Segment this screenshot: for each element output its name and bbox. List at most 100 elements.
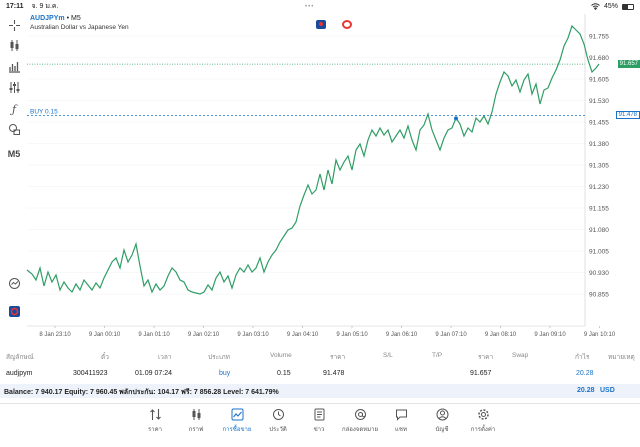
position-row[interactable]: audjpym 300411923 01.09 07:24 buy 0.15 9… (0, 370, 640, 382)
mailbox-icon (354, 409, 366, 420)
nav-label: แชท (395, 427, 407, 433)
news-icon (314, 408, 324, 421)
price-tick-label: 91.605 (589, 77, 609, 84)
nav-mailbox[interactable]: กล่องจดหมาย (340, 408, 380, 434)
crosshair-icon[interactable] (6, 17, 22, 33)
chart-timeframe: M5 (70, 15, 81, 22)
price-tick-label: 91.305 (589, 163, 609, 170)
col-type: ประเภท (208, 354, 230, 361)
battery-icon (622, 3, 634, 10)
col-swap: Swap (512, 352, 529, 359)
time-tick-label: 9 Jan 02:10 (188, 332, 220, 338)
chart-separator: • (66, 15, 70, 22)
nav-quotes[interactable]: ราคา (135, 408, 175, 434)
col-time: เวลา (158, 354, 172, 361)
row-profit: 20.28 (576, 370, 594, 377)
row-volume: 0.15 (277, 370, 291, 377)
history-icon (272, 409, 284, 420)
nav-label: การซื้อขาย (222, 427, 252, 433)
currency-label: USD (600, 387, 615, 394)
nav-label: กราฟ (188, 427, 204, 433)
row-ticket: 300411923 (73, 370, 108, 377)
chart-type-icon[interactable] (6, 37, 22, 53)
row-time: 01.09 07:24 (135, 370, 172, 377)
current-price-tag: 91.657 (617, 60, 640, 69)
time-tick-label: 9 Jan 04:10 (287, 332, 319, 338)
price-tick-label: 91.530 (589, 98, 609, 105)
settings-sliders-icon[interactable] (6, 79, 22, 95)
nav-chat[interactable]: แชท (381, 408, 421, 434)
objects-icon[interactable] (6, 121, 22, 137)
nav-news[interactable]: ข่าว (299, 408, 339, 434)
status-right: 45% (591, 3, 634, 10)
price-tick-label: 91.680 (589, 55, 609, 62)
price-line (26, 24, 600, 295)
nav-chart[interactable]: กราฟ (176, 408, 216, 434)
chat-icon (395, 409, 407, 421)
nav-account[interactable]: บัญชี (422, 408, 462, 434)
col-profit: กำไร (575, 354, 590, 361)
time-tick-label: 9 Jan 03:10 (237, 332, 269, 338)
price-tick-label: 91.080 (589, 227, 609, 234)
nav-label: การตั้งค่า (470, 427, 496, 433)
chart-toolbar: ƒ M5 (0, 13, 27, 343)
row-current-price: 91.657 (470, 370, 492, 377)
status-date: จ. 9 ม.ค. (31, 3, 59, 10)
chart-title: AUDJPYm • M5 (30, 15, 81, 22)
col-comment: หมายเหตุ (608, 354, 635, 361)
price-tick-label: 91.155 (589, 206, 609, 213)
time-tick-label: 9 Jan 01:10 (138, 332, 170, 338)
nav-label: ข่าว (313, 427, 325, 433)
price-chart[interactable]: BUY 0.15 91.755 91.680 91.605 91.530 91.455 9… (0, 0, 640, 343)
nav-label: ประวัติ (269, 427, 287, 433)
nav-trade[interactable]: การซื้อขาย (217, 408, 257, 434)
one-click-trading-icon[interactable] (316, 20, 326, 29)
nav-label: ราคา (148, 427, 162, 433)
row-symbol: audjpym (6, 370, 33, 377)
account-icon (436, 408, 448, 421)
timeframe-button[interactable]: M5 (7, 149, 21, 159)
quotes-icon (149, 409, 161, 420)
chart-check-icon[interactable] (6, 275, 22, 291)
chart-description: Australian Dollar vs Japanese Yen (30, 24, 129, 31)
bottom-navigation: ราคา กราฟ การซื้อขาย ประวัติ ข่าว กล่องจ… (0, 403, 640, 447)
settings-icon (477, 409, 489, 420)
chart-symbol: AUDJPYm (30, 15, 65, 22)
total-profit: 20.28 (577, 387, 595, 394)
refresh-icon[interactable] (342, 20, 352, 29)
price-tick-label: 91.455 (589, 120, 609, 127)
time-tick-label: 9 Jan 05:10 (336, 332, 368, 338)
buy-level-label: BUY 0.15 (30, 108, 58, 115)
nav-settings[interactable]: การตั้งค่า (463, 408, 503, 434)
time-tick-label: 9 Jan 00:10 (89, 332, 121, 338)
trade-icon (231, 408, 243, 421)
row-type: buy (219, 370, 231, 377)
price-tick-label: 91.380 (589, 141, 609, 148)
nav-label: บัญชี (435, 427, 449, 433)
wifi-icon (591, 3, 600, 10)
status-bar: 17:11 จ. 9 ม.ค. 45% (0, 0, 640, 13)
function-icon[interactable]: ƒ (11, 102, 17, 116)
price-tick-label: 91.230 (589, 184, 609, 191)
time-tick-label: 9 Jan 08:10 (485, 332, 517, 338)
col-current-price: ราคา (478, 354, 494, 361)
time-tick-label: 8 Jan 23:10 (39, 332, 71, 338)
chart-candles-icon (192, 409, 200, 420)
nav-history[interactable]: ประวัติ (258, 408, 298, 434)
balance-summary: Balance: 7 940.17 Equity: 7 960.45 พลักป… (4, 389, 279, 396)
time-tick-label: 9 Jan 06:10 (386, 332, 418, 338)
status-time: 17:11 (6, 3, 24, 10)
col-symbol: สัญลักษณ์ (6, 354, 34, 361)
balance-bar: Balance: 7 940.17 Equity: 7 960.45 พลักป… (0, 384, 640, 398)
price-tick-label: 90.855 (589, 292, 609, 299)
price-tick-label: 91.755 (589, 34, 609, 41)
row-open-price: 91.478 (323, 370, 345, 377)
metaquotes-icon[interactable] (6, 303, 22, 319)
buy-price-tag: 91.478 (615, 111, 640, 120)
multitask-dots-icon[interactable]: ••• (305, 4, 315, 10)
col-price: ราคา (330, 354, 346, 361)
indicators-icon[interactable] (6, 58, 22, 74)
entry-point-marker (454, 116, 458, 121)
time-tick-label: 9 Jan 09:10 (534, 332, 566, 338)
price-tick-label: 91.005 (589, 249, 609, 256)
